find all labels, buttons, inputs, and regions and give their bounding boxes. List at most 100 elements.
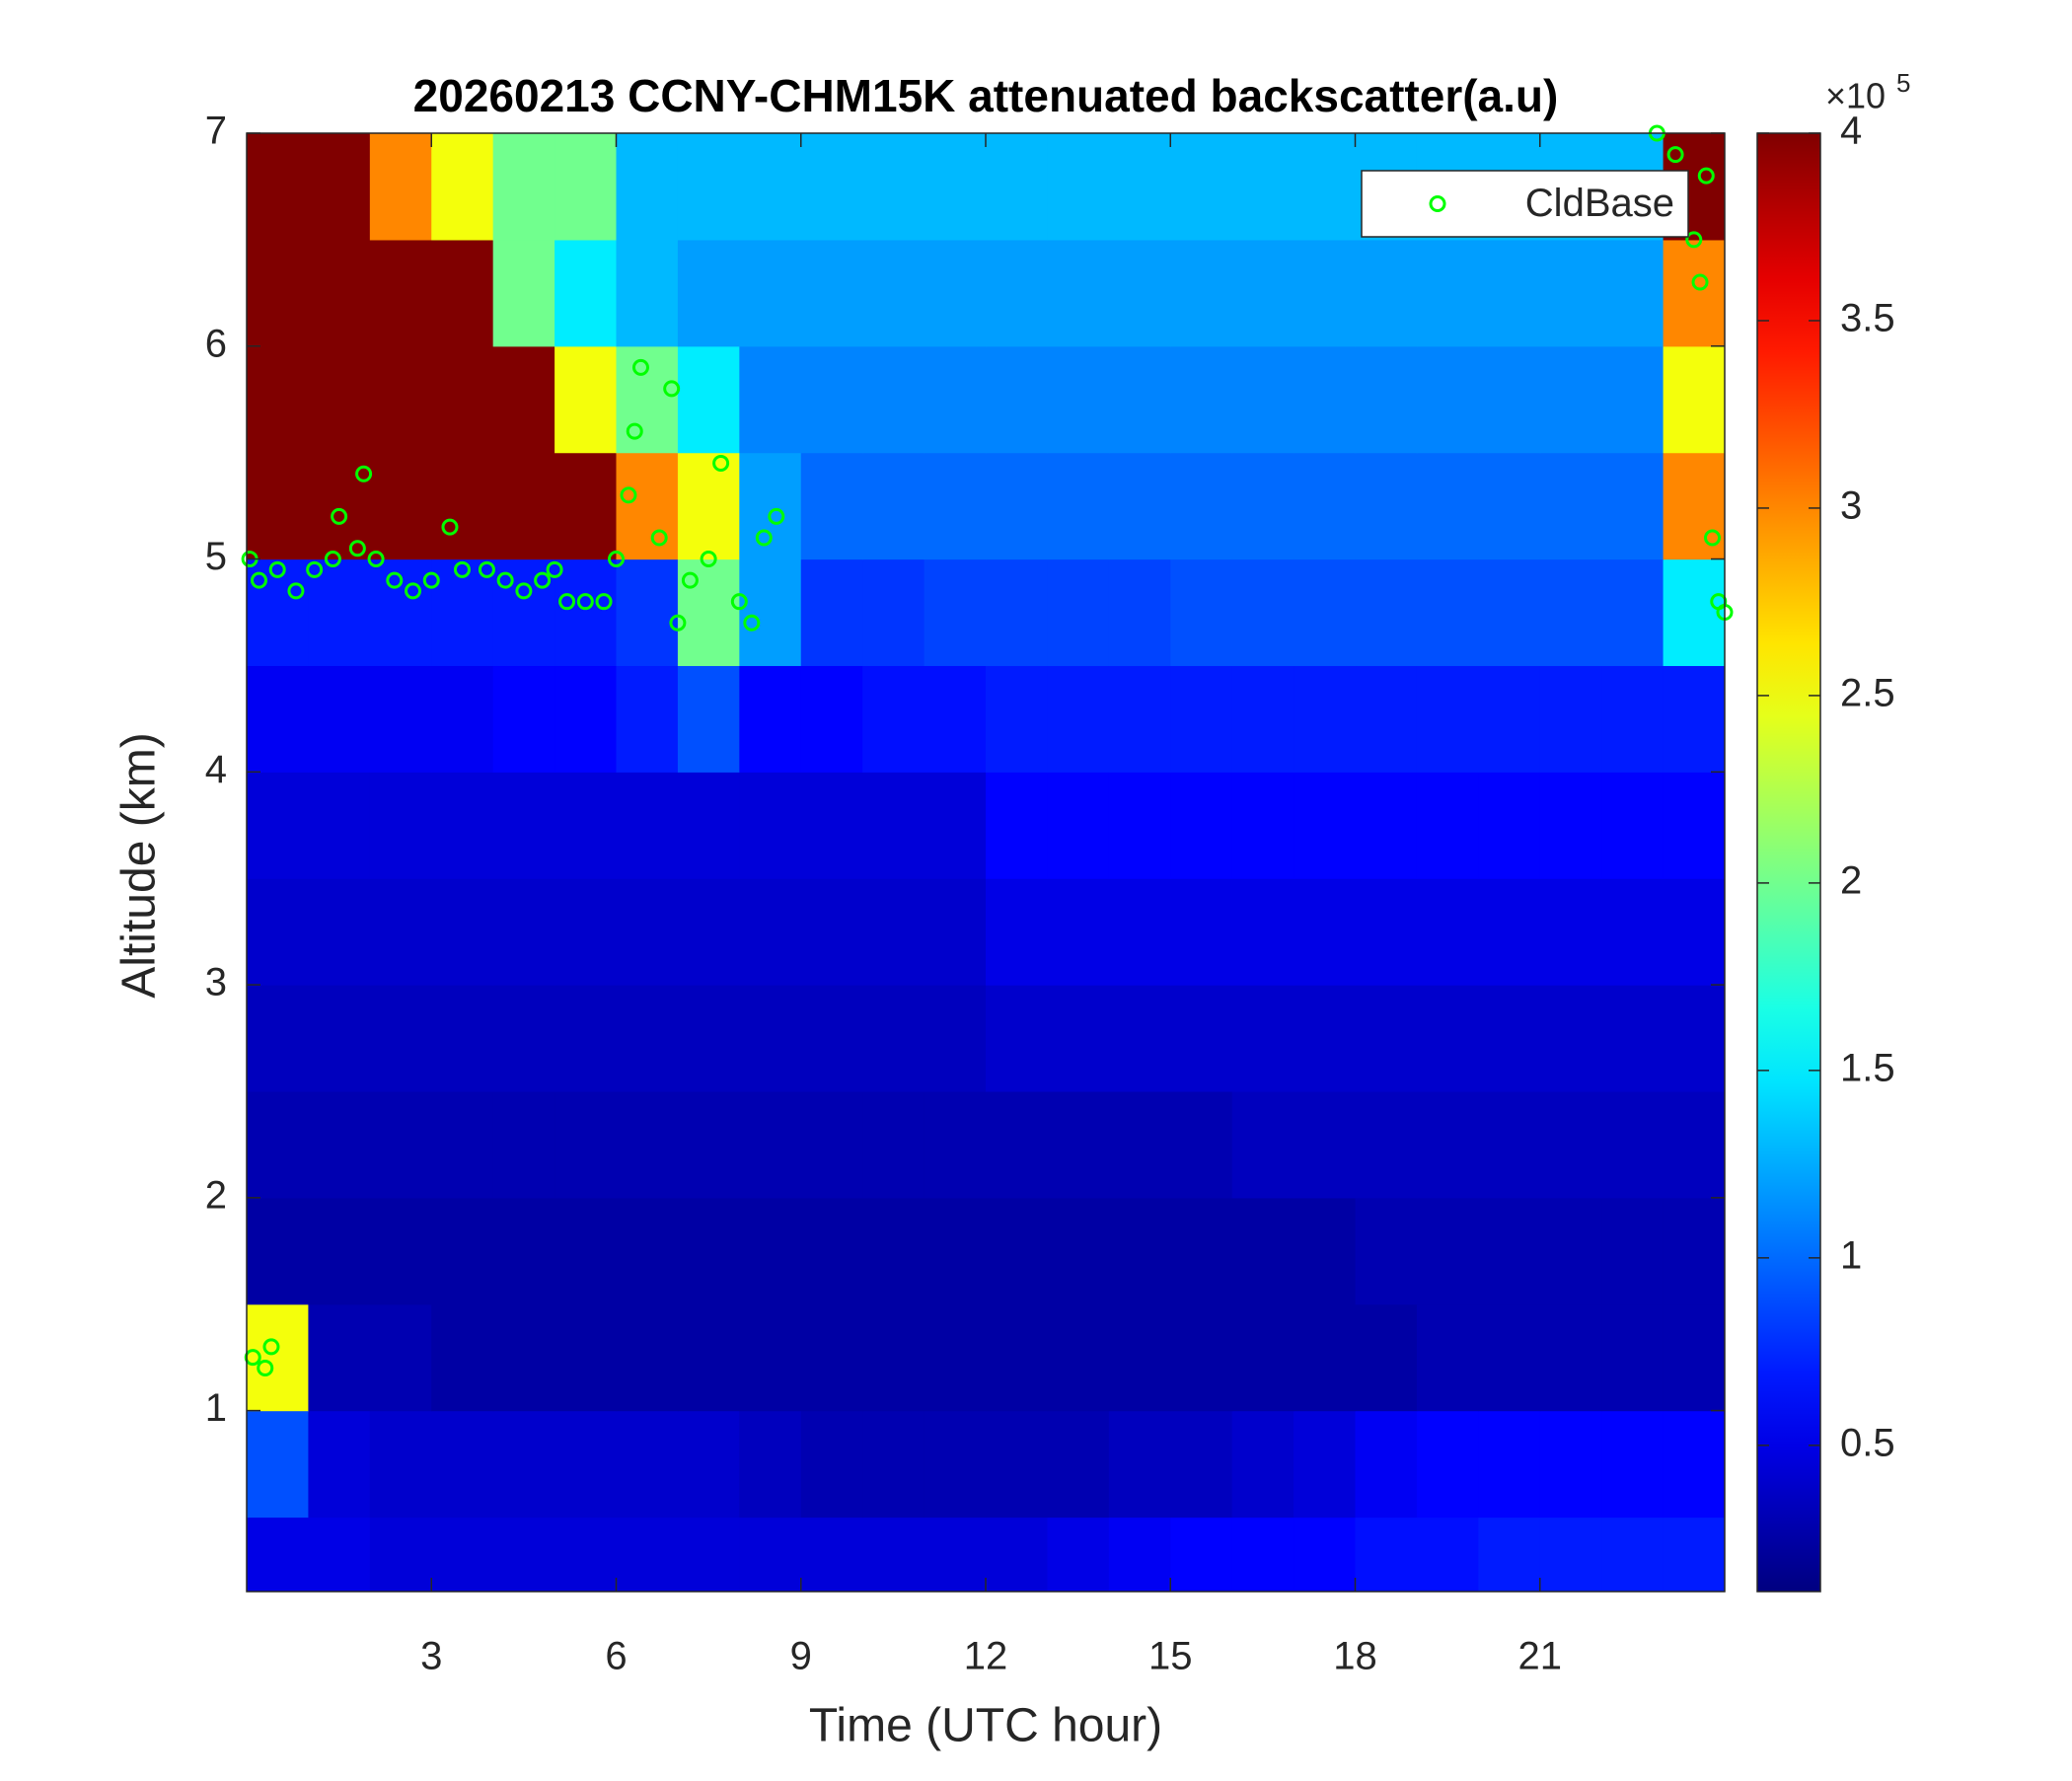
heat-cell bbox=[369, 1197, 432, 1305]
heat-cell bbox=[1047, 1197, 1110, 1305]
heat-cell bbox=[492, 1517, 555, 1592]
heat-cell bbox=[986, 772, 1049, 879]
cloud-base-point bbox=[257, 1359, 274, 1376]
heat-cell bbox=[492, 1303, 555, 1412]
heat-cell bbox=[677, 239, 740, 347]
heat-cell bbox=[986, 878, 1049, 986]
cloud-base-point bbox=[743, 614, 761, 631]
heat-cell bbox=[369, 1303, 432, 1412]
heat-cell bbox=[1663, 985, 1725, 1092]
heat-cell bbox=[492, 345, 555, 454]
heat-cell bbox=[616, 1090, 679, 1199]
cloud-base-point bbox=[631, 358, 649, 376]
heat-cell bbox=[555, 878, 618, 986]
legend-marker bbox=[1429, 195, 1446, 212]
heat-cell bbox=[1478, 1303, 1541, 1412]
heat-cell bbox=[1663, 878, 1725, 986]
heat-cell bbox=[800, 345, 863, 454]
heat-cell bbox=[1601, 665, 1665, 773]
heat-cell bbox=[1294, 878, 1357, 986]
cloud-base-point bbox=[650, 529, 668, 547]
heat-cell bbox=[1663, 558, 1725, 667]
heat-cell bbox=[1108, 1090, 1171, 1199]
heat-cell bbox=[739, 558, 802, 667]
heat-cell bbox=[492, 239, 555, 347]
heat-cell bbox=[1170, 878, 1233, 986]
heat-cell bbox=[1108, 133, 1171, 241]
heat-cell bbox=[739, 1517, 802, 1592]
heat-cell bbox=[1663, 1517, 1725, 1592]
heat-cell bbox=[862, 1197, 925, 1305]
heat-cell bbox=[924, 1197, 987, 1305]
heat-cell bbox=[677, 985, 740, 1092]
heat-cell bbox=[555, 1517, 618, 1592]
colorbar bbox=[1756, 132, 1821, 1593]
heat-cell bbox=[800, 1197, 863, 1305]
heat-cell bbox=[1539, 1090, 1602, 1199]
heat-cell bbox=[616, 1517, 679, 1592]
heat-cell bbox=[739, 452, 802, 560]
heat-cell bbox=[1416, 1517, 1479, 1592]
heat-cell bbox=[1108, 665, 1171, 773]
cloud-base-point bbox=[681, 571, 699, 589]
heat-cell bbox=[616, 1197, 679, 1305]
heat-cell bbox=[1047, 452, 1110, 560]
heat-cell bbox=[1170, 985, 1233, 1092]
heat-cell bbox=[924, 1410, 987, 1519]
heat-cell bbox=[1231, 452, 1295, 560]
heat-cell bbox=[1294, 452, 1357, 560]
heat-cell bbox=[616, 665, 679, 773]
cloud-base-point bbox=[534, 571, 552, 589]
heat-cell bbox=[739, 985, 802, 1092]
heat-cell bbox=[1601, 558, 1665, 667]
cloud-base-point bbox=[620, 486, 637, 504]
heat-cell bbox=[369, 1410, 432, 1519]
heat-cell bbox=[739, 345, 802, 454]
heat-cell bbox=[555, 1303, 618, 1412]
heat-cell bbox=[862, 239, 925, 347]
heat-cell bbox=[1478, 558, 1541, 667]
heat-cell bbox=[492, 985, 555, 1092]
heat-cell bbox=[1108, 1410, 1171, 1519]
heat-cell bbox=[616, 133, 679, 241]
colorbar-tick-label: 4 bbox=[1840, 110, 1862, 153]
heat-cell bbox=[986, 1303, 1049, 1412]
cloud-base-point bbox=[1691, 273, 1709, 291]
heat-cell bbox=[247, 1303, 310, 1412]
heat-cell bbox=[247, 1197, 310, 1305]
heat-cell bbox=[1294, 665, 1357, 773]
heat-cell bbox=[369, 1090, 432, 1199]
cloud-base-point bbox=[595, 593, 613, 611]
x-tick-label: 21 bbox=[1518, 1635, 1563, 1678]
heat-cell bbox=[1294, 1410, 1357, 1519]
cloud-base-point bbox=[478, 560, 495, 578]
heat-cell bbox=[1601, 985, 1665, 1092]
y-tick-label: 7 bbox=[205, 110, 227, 153]
heat-cell bbox=[924, 1517, 987, 1592]
y-axis-label: Altitude (km) bbox=[113, 732, 166, 998]
heat-cell bbox=[862, 1090, 925, 1199]
heat-cell bbox=[924, 558, 987, 667]
heat-cell bbox=[1478, 665, 1541, 773]
cloud-base-point bbox=[348, 540, 366, 557]
heat-cell bbox=[1663, 1303, 1725, 1412]
heat-cell bbox=[308, 1517, 371, 1592]
heat-cell bbox=[739, 1090, 802, 1199]
heat-cell bbox=[677, 558, 740, 667]
heat-cell bbox=[862, 452, 925, 560]
heat-cell bbox=[1478, 985, 1541, 1092]
heat-cell bbox=[1355, 772, 1418, 879]
heat-cell bbox=[431, 878, 494, 986]
heat-cell bbox=[1478, 1517, 1541, 1592]
heat-cell bbox=[1231, 133, 1295, 241]
cloud-base-point bbox=[262, 1338, 280, 1356]
heat-cell bbox=[308, 1410, 371, 1519]
cloud-base-point bbox=[755, 529, 773, 547]
heat-cell bbox=[1478, 452, 1541, 560]
heat-cell bbox=[986, 239, 1049, 347]
heat-cell bbox=[1355, 345, 1418, 454]
heat-cell bbox=[369, 239, 432, 347]
heat-cell bbox=[492, 133, 555, 241]
cloud-base-point bbox=[306, 560, 324, 578]
heat-cell bbox=[1478, 1410, 1541, 1519]
